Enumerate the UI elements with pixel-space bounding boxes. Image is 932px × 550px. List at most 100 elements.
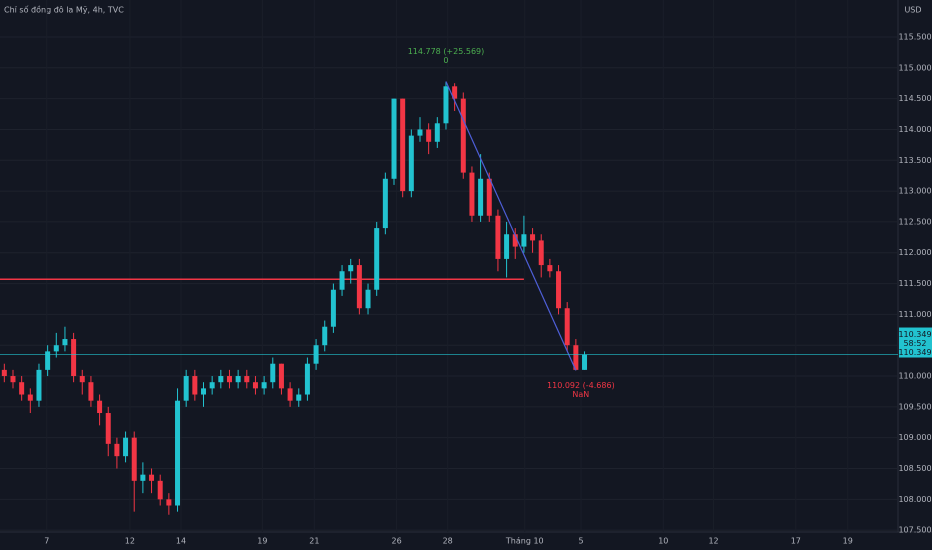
y-tick-label: 109.500 [898, 402, 931, 411]
candle-body [556, 271, 562, 309]
y-tick-label: 114.500 [898, 94, 931, 103]
candle-body [460, 98, 466, 173]
y-tick-label: 111.500 [898, 279, 931, 288]
candle-body [261, 382, 267, 389]
x-tick-label: 26 [392, 537, 402, 546]
x-tick-label: 12 [125, 537, 135, 546]
y-tick-label: 112.000 [898, 248, 931, 257]
candle-body [105, 413, 111, 444]
candle-body [469, 172, 475, 216]
candle-body [582, 354, 588, 370]
x-tick-label: 19 [843, 537, 853, 546]
candle-body [486, 178, 492, 216]
countdown: 58:52 [903, 339, 926, 348]
x-tick-label: 14 [176, 537, 186, 546]
candle-body [391, 98, 397, 179]
y-tick-label: 110.000 [898, 372, 931, 381]
candle-body [183, 376, 189, 401]
candle-body [330, 289, 336, 327]
candle-body [19, 382, 25, 395]
candle-body [495, 215, 501, 259]
candle-body [53, 345, 59, 352]
y-tick-label: 112.500 [898, 217, 931, 226]
candle-body [218, 376, 224, 383]
y-tick-label: 115.500 [898, 32, 931, 41]
y-tick-label: 109.000 [898, 433, 931, 442]
x-tick-label: 12 [708, 537, 718, 546]
x-tick-label: 21 [309, 537, 319, 546]
candle-body [322, 326, 328, 346]
high-annotation: 0 [443, 56, 448, 65]
y-tick-label: 114.000 [898, 125, 931, 134]
candle-body [504, 234, 510, 259]
candle-body [157, 480, 163, 500]
candle-body [443, 86, 449, 124]
last-price-label: 110.349 [898, 348, 931, 357]
x-tick-label: 28 [443, 537, 453, 546]
candle-body [192, 376, 198, 395]
candle-body [79, 376, 85, 383]
y-tick-label: 115.000 [898, 63, 931, 72]
candle-body [97, 400, 103, 414]
candle-body [114, 443, 120, 457]
candle-body [88, 382, 94, 401]
candle-body [62, 339, 68, 346]
x-tick-label: 5 [579, 537, 584, 546]
candle-body [417, 129, 423, 136]
candle-body [244, 376, 250, 383]
candle-body [521, 234, 527, 247]
candle-body [36, 369, 42, 401]
y-tick-label: 113.000 [898, 187, 931, 196]
candle-body [140, 474, 146, 481]
candle-body [287, 388, 293, 401]
candle-body [356, 265, 362, 309]
last-price-tag [899, 327, 932, 358]
y-tick-label: 108.500 [898, 464, 931, 473]
candle-body [547, 265, 553, 272]
candle-body [1, 369, 7, 377]
y-tick-label: 113.500 [898, 156, 931, 165]
last-price-label: 110.349 [898, 330, 931, 339]
candle-body [175, 400, 181, 506]
candle-body [339, 271, 345, 290]
candle-body [10, 376, 16, 383]
trend-line [445, 81, 577, 371]
candle-body [270, 363, 276, 383]
candle-body [434, 123, 440, 142]
x-tick-label: 7 [44, 537, 49, 546]
candle-body [278, 363, 284, 389]
candle-body [235, 376, 241, 383]
x-tick-label: 17 [791, 537, 801, 546]
candle-body [296, 394, 302, 401]
candle-body [426, 129, 432, 142]
candle-body [564, 308, 570, 346]
y-tick-label: 111.000 [898, 310, 931, 319]
low-annotation: 110.092 (-4.686) [547, 381, 615, 390]
candle-body [400, 98, 406, 192]
y-tick-label: 108.000 [898, 495, 931, 504]
candle-body [304, 363, 310, 395]
candle-body [538, 240, 544, 266]
candle-body [382, 178, 388, 229]
candle-body [348, 265, 354, 272]
x-tick-label: Tháng 10 [505, 537, 544, 546]
candle-body [45, 351, 51, 370]
low-annotation: NaN [572, 390, 589, 399]
candle-body [452, 86, 458, 99]
candle-body [71, 339, 77, 377]
candle-body [478, 178, 484, 216]
candle-body [131, 437, 137, 481]
candle-body [573, 345, 579, 370]
x-tick-label: 19 [257, 537, 267, 546]
candle-body [201, 388, 207, 395]
candle-body [149, 474, 155, 481]
candle-body [27, 394, 33, 401]
candle-body [209, 382, 215, 389]
candle-body [512, 234, 518, 247]
candle-body [374, 228, 380, 290]
currency: USD [904, 6, 921, 15]
candle-body [408, 135, 414, 192]
high-annotation: 114.778 (+25.569) [408, 47, 485, 56]
